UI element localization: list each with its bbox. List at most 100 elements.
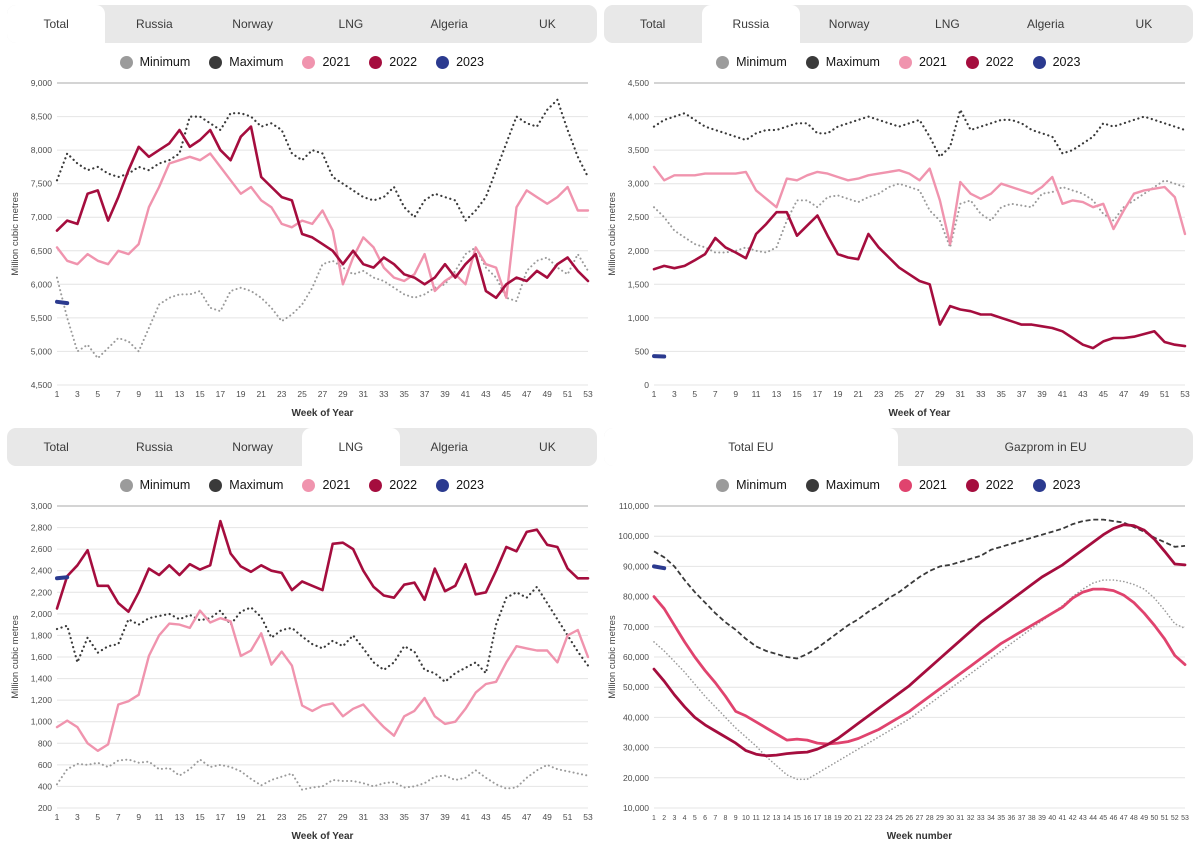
tab-algeria[interactable]: Algeria xyxy=(400,5,498,43)
legend-item-2022[interactable]: 2022 xyxy=(369,55,417,69)
legend-swatch-maximum xyxy=(805,55,819,69)
x-tick-label: 23 xyxy=(874,815,882,822)
x-tick-label: 37 xyxy=(420,812,430,822)
legend-label: 2021 xyxy=(322,55,351,69)
y-tick-label: 1,000 xyxy=(31,717,53,727)
legend-swatch-2022 xyxy=(369,55,383,69)
x-tick-label: 17 xyxy=(216,389,226,399)
legend-item-2023[interactable]: 2023 xyxy=(436,55,484,69)
legend-label: 2023 xyxy=(1052,478,1081,492)
legend-item-2021[interactable]: 2021 xyxy=(898,55,947,69)
y-tick-label: 7,000 xyxy=(31,212,53,222)
tab-russia[interactable]: Russia xyxy=(105,5,203,43)
legend-swatch-2021 xyxy=(898,478,912,492)
tab-norway[interactable]: Norway xyxy=(800,5,898,43)
x-tick-label: 3 xyxy=(75,812,80,822)
tab-total-eu[interactable]: Total EU xyxy=(603,428,899,466)
x-tick-label: 36 xyxy=(1007,815,1015,822)
tab-lng[interactable]: LNG xyxy=(302,5,400,43)
x-tick-label: 11 xyxy=(752,815,759,822)
y-tick-label: 2,000 xyxy=(627,246,649,256)
x-tick-label: 11 xyxy=(155,389,164,399)
y-tick-label: 3,500 xyxy=(627,145,649,155)
series-line-minimum xyxy=(56,246,589,360)
x-tick-label: 27 xyxy=(318,389,328,399)
x-tick-label: 45 xyxy=(1098,389,1108,399)
y-tick-label: 1,600 xyxy=(31,652,53,662)
legend-item-2022[interactable]: 2022 xyxy=(965,478,1014,492)
legend-item-2023[interactable]: 2023 xyxy=(1032,478,1081,492)
tab-total[interactable]: Total xyxy=(604,5,702,43)
legend-item-minimum[interactable]: Minimum xyxy=(716,55,787,69)
tab-uk[interactable]: UK xyxy=(1095,5,1193,43)
legend-label: 2021 xyxy=(322,478,351,492)
y-tick-label: 1,000 xyxy=(627,313,649,323)
y-tick-label: 7,500 xyxy=(31,179,53,189)
legend-item-2023[interactable]: 2023 xyxy=(1032,55,1080,69)
y-tick-label: 100,000 xyxy=(618,531,649,541)
legend-item-maximum[interactable]: Maximum xyxy=(209,478,283,492)
legend-item-2022[interactable]: 2022 xyxy=(965,55,1014,69)
tab-uk[interactable]: UK xyxy=(498,428,596,466)
y-tick-label: 5,000 xyxy=(31,346,53,356)
tab-russia[interactable]: Russia xyxy=(701,5,800,43)
tab-lng[interactable]: LNG xyxy=(301,428,400,466)
tab-total[interactable]: Total xyxy=(7,5,106,43)
legend-item-2021[interactable]: 2021 xyxy=(898,478,947,492)
y-tick-label: 2,400 xyxy=(31,566,53,576)
y-tick-label: 0 xyxy=(644,380,649,390)
tab-bar: Total Russia Norway LNG Algeria UK xyxy=(7,428,597,466)
legend-item-minimum[interactable]: Minimum xyxy=(119,55,190,69)
x-tick-label: 32 xyxy=(966,815,974,822)
x-tick-label: 1 xyxy=(652,815,656,822)
legend-item-maximum[interactable]: Maximum xyxy=(805,55,880,69)
x-tick-label: 9 xyxy=(136,812,141,822)
legend-item-minimum[interactable]: Minimum xyxy=(716,478,787,492)
tab-norway[interactable]: Norway xyxy=(204,5,302,43)
y-tick-label: 1,800 xyxy=(31,630,53,640)
x-tick-label: 25 xyxy=(297,389,307,399)
x-tick-label: 7 xyxy=(712,389,717,399)
tab-gazprom-in-eu[interactable]: Gazprom in EU xyxy=(898,428,1193,466)
y-tick-label: 30,000 xyxy=(623,743,649,753)
y-tick-label: 20,000 xyxy=(623,773,649,783)
x-tick-label: 37 xyxy=(1016,389,1026,399)
x-axis-title: Week of Year xyxy=(292,831,354,842)
legend-item-maximum[interactable]: Maximum xyxy=(805,478,880,492)
legend-item-minimum[interactable]: Minimum xyxy=(119,478,190,492)
legend-item-2021[interactable]: 2021 xyxy=(302,478,350,492)
legend-swatch-2021 xyxy=(302,478,316,492)
y-tick-label: 6,000 xyxy=(31,279,53,289)
tab-lng[interactable]: LNG xyxy=(898,5,996,43)
y-tick-label: 10,000 xyxy=(623,803,649,813)
tab-russia[interactable]: Russia xyxy=(105,428,203,466)
series-line-2023 xyxy=(55,575,70,581)
x-tick-label: 1 xyxy=(55,389,60,399)
tab-uk[interactable]: UK xyxy=(498,5,596,43)
x-tick-label: 48 xyxy=(1130,815,1138,822)
x-tick-label: 51 xyxy=(563,389,573,399)
legend-item-2023[interactable]: 2023 xyxy=(436,478,484,492)
series-line-2021 xyxy=(55,609,590,753)
x-tick-label: 49 xyxy=(1140,815,1148,822)
tab-algeria[interactable]: Algeria xyxy=(400,428,498,466)
legend-item-2021[interactable]: 2021 xyxy=(302,55,350,69)
series-line-maximum xyxy=(652,108,1186,158)
tab-total[interactable]: Total xyxy=(7,428,105,466)
x-tick-label: 27 xyxy=(914,389,924,399)
series-line-2022 xyxy=(652,523,1186,758)
x-tick-label: 21 xyxy=(256,389,266,399)
legend-item-maximum[interactable]: Maximum xyxy=(209,55,283,69)
legend-label: Maximum xyxy=(229,478,284,492)
x-tick-label: 13 xyxy=(175,389,185,399)
tab-algeria[interactable]: Algeria xyxy=(997,5,1095,43)
x-tick-label: 25 xyxy=(894,389,904,399)
tab-norway[interactable]: Norway xyxy=(204,428,302,466)
legend-item-2022[interactable]: 2022 xyxy=(369,478,417,492)
x-tick-label: 53 xyxy=(1180,389,1190,399)
legend-label: 2021 xyxy=(918,478,947,492)
x-tick-label: 23 xyxy=(277,389,287,399)
x-tick-label: 21 xyxy=(853,389,863,399)
x-tick-label: 6 xyxy=(703,815,707,822)
